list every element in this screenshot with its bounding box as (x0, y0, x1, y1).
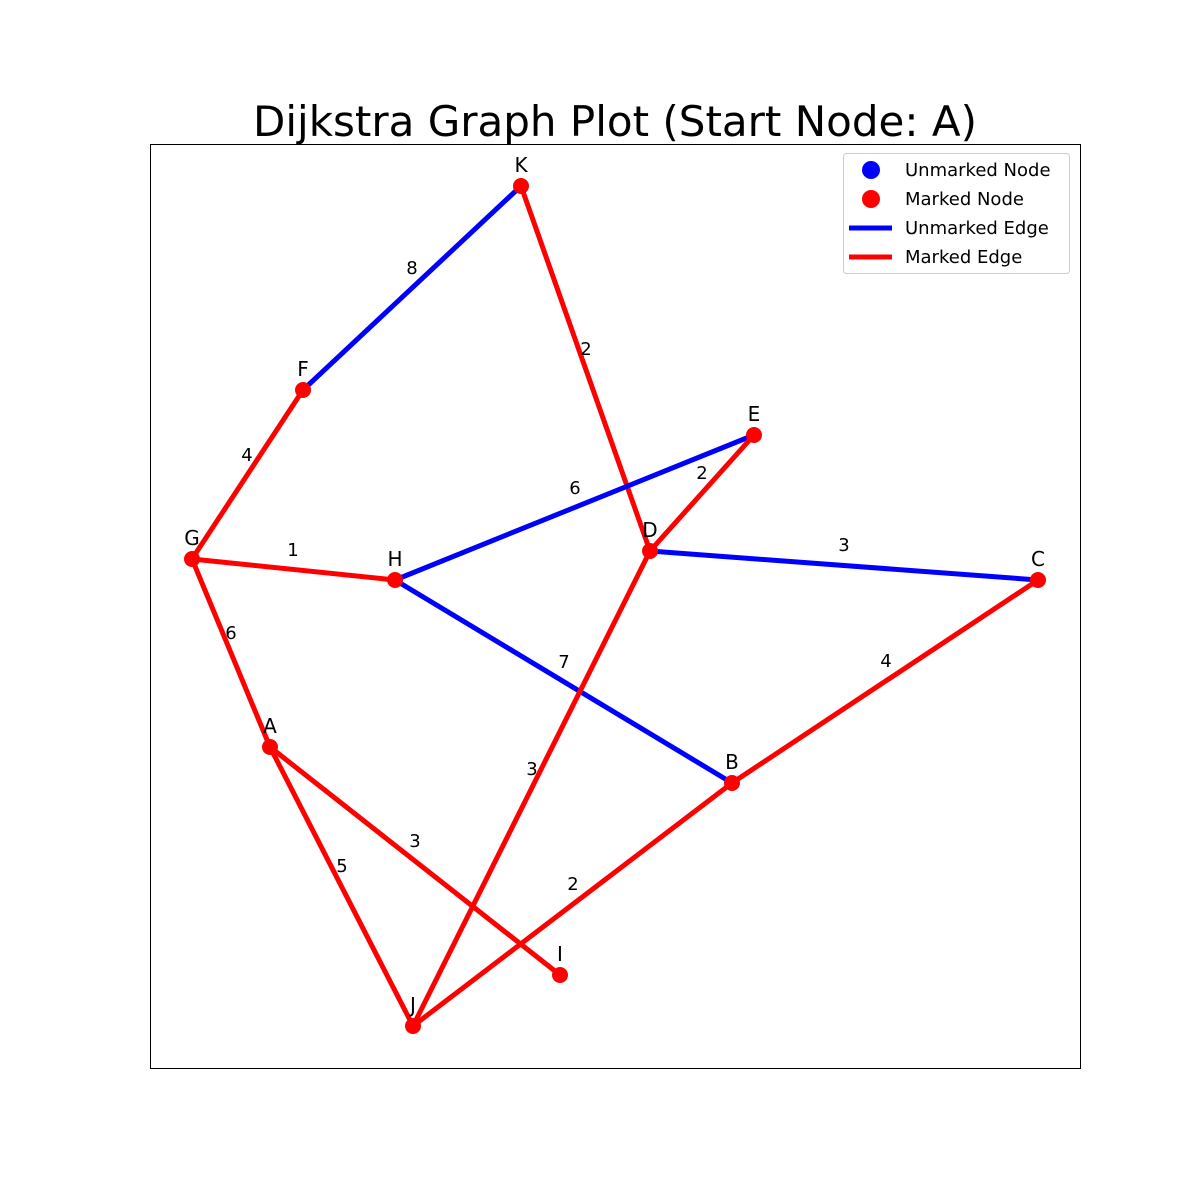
edge-j-d (410, 549, 653, 1028)
legend-label-unmarked-node: Unmarked Node (905, 160, 1051, 181)
node-label-c: C (1031, 547, 1045, 571)
node-b (724, 775, 740, 791)
plot-frame (150, 144, 1081, 1069)
legend: Unmarked Node Marked Node Unmarked Edge … (843, 153, 1070, 274)
legend-box (843, 153, 1070, 274)
chart-title: Dijkstra Graph Plot (Start Node: A) (253, 97, 977, 146)
edge-h-e (394, 432, 755, 583)
nodes-layer (184, 178, 1046, 1034)
edge-g-a (189, 558, 273, 748)
node-j (405, 1018, 421, 1034)
node-f (295, 382, 311, 398)
edge-weight-a-j: 5 (336, 856, 347, 877)
edges-layer (189, 184, 1040, 1028)
node-label-e: E (748, 402, 761, 426)
edge-g-h (191, 556, 396, 583)
legend-marker-marked-node (862, 190, 880, 208)
legend-label-marked-edge: Marked Edge (905, 247, 1022, 268)
node-labels-layer: A B C D E F G H I J K (184, 153, 1045, 1017)
edge-weight-g-a: 6 (225, 623, 236, 644)
node-a (262, 739, 278, 755)
edge-weight-j-d: 3 (526, 759, 537, 780)
node-label-d: D (642, 518, 657, 542)
node-label-f: F (297, 357, 309, 381)
edge-weight-k-d: 2 (580, 339, 591, 360)
edge-h-b (393, 577, 734, 786)
edge-weight-g-f: 4 (241, 445, 252, 466)
node-k (513, 178, 529, 194)
edge-weight-h-e: 6 (569, 478, 580, 499)
node-d (642, 543, 658, 559)
edge-weight-b-c: 4 (880, 651, 891, 672)
edge-d-e (648, 433, 756, 553)
edge-d-c (649, 548, 1039, 583)
node-h (387, 572, 403, 588)
node-label-b: B (725, 750, 739, 774)
edge-j-b (411, 781, 734, 1028)
edge-a-i (268, 745, 562, 977)
legend-label-marked-node: Marked Node (905, 189, 1024, 210)
edge-weight-d-c: 3 (838, 535, 849, 556)
node-label-a: A (263, 714, 277, 738)
legend-marker-unmarked-node (862, 161, 880, 179)
node-label-g: G (184, 526, 200, 550)
node-label-j: J (408, 993, 416, 1017)
edge-weight-f-k: 8 (406, 258, 417, 279)
edge-weight-a-i: 3 (409, 831, 420, 852)
edge-weight-d-e: 2 (696, 463, 707, 484)
legend-label-unmarked-edge: Unmarked Edge (905, 218, 1049, 239)
node-label-h: H (387, 547, 402, 571)
edge-weight-h-b: 7 (558, 652, 569, 673)
edge-labels-layer: 8 2 6 2 3 7 4 1 6 5 3 3 2 4 (225, 258, 891, 895)
node-i (552, 967, 568, 983)
node-label-k: K (514, 153, 528, 177)
edge-b-c (730, 577, 1040, 786)
node-c (1030, 572, 1046, 588)
edge-g-f (189, 388, 306, 561)
edge-weight-g-h: 1 (287, 540, 298, 561)
edge-k-d (518, 185, 653, 552)
edge-f-k (301, 184, 523, 392)
node-e (746, 427, 762, 443)
node-label-i: I (557, 942, 563, 966)
edge-weight-j-b: 2 (567, 874, 578, 895)
node-g (184, 551, 200, 567)
edge-a-j (267, 745, 416, 1028)
